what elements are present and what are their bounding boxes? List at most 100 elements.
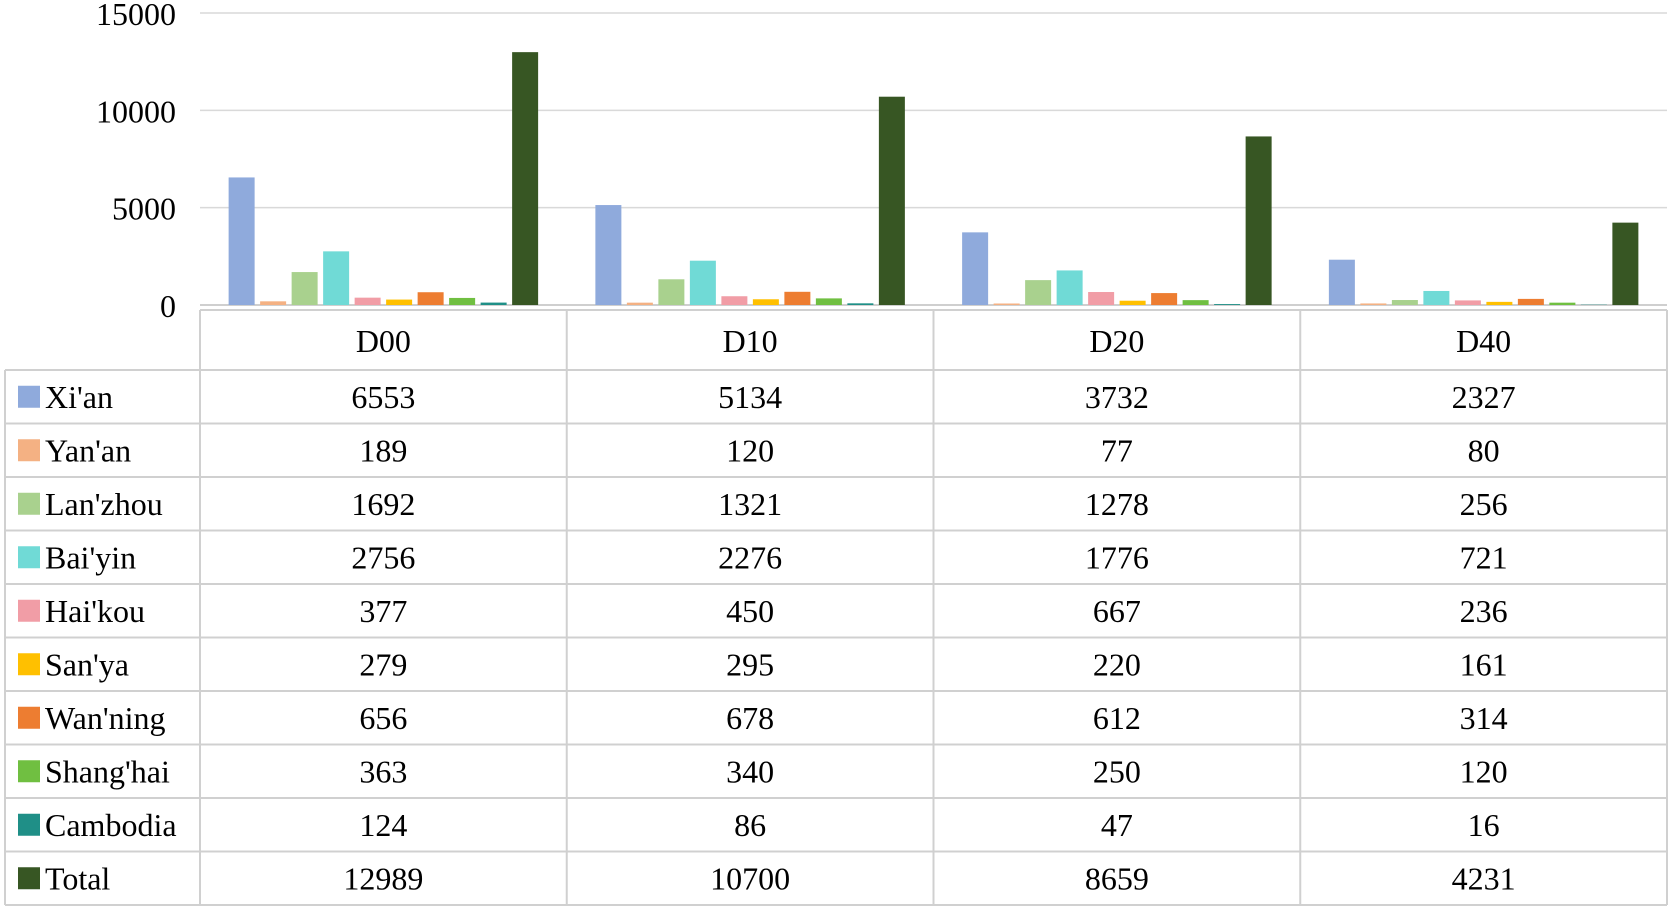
data-value: 77 (1101, 432, 1133, 468)
bar-yan-an-d40 (1360, 303, 1387, 305)
data-value: 16 (1468, 807, 1500, 843)
bar-total-d40 (1612, 222, 1639, 305)
legend-key (18, 813, 40, 836)
series-name: Wan'ning (45, 700, 166, 736)
series-name: Hai'kou (45, 593, 145, 629)
series-name: Shang'hai (45, 753, 170, 789)
data-value: 189 (359, 432, 407, 468)
gridlines (200, 12, 1667, 306)
data-value: 450 (726, 593, 774, 629)
data-value: 120 (726, 432, 774, 468)
bar-yan-an-d00 (260, 301, 287, 305)
bar-total-d20 (1245, 136, 1272, 305)
data-value: 340 (726, 753, 774, 789)
category-label: D00 (356, 323, 411, 359)
data-value: 236 (1460, 593, 1508, 629)
data-value: 161 (1460, 646, 1508, 682)
data-value: 656 (359, 700, 407, 736)
y-tick-label: 5000 (112, 191, 176, 227)
data-value: 678 (726, 700, 774, 736)
data-value: 363 (359, 753, 407, 789)
data-value: 3732 (1085, 379, 1149, 415)
bar-xi-an-d10 (595, 205, 622, 305)
bar-bai-yin-d40 (1423, 290, 1450, 305)
data-value: 1278 (1085, 486, 1149, 522)
data-value: 377 (359, 593, 407, 629)
data-value: 47 (1101, 807, 1133, 843)
series-name: Cambodia (45, 807, 177, 843)
data-value: 2276 (718, 539, 782, 575)
bar-bai-yin-d20 (1056, 270, 1083, 305)
bar-bai-yin-d10 (689, 260, 716, 305)
y-tick-label: 0 (160, 288, 176, 324)
data-value: 120 (1460, 753, 1508, 789)
bars (228, 52, 1639, 306)
bar-san-ya-d00 (386, 299, 413, 305)
series-name: Bai'yin (45, 539, 136, 575)
data-value: 314 (1460, 700, 1508, 736)
legend-key (18, 760, 40, 783)
bar-hai-kou-d20 (1088, 292, 1115, 305)
data-value: 2327 (1452, 379, 1516, 415)
bar-lan-zhou-d40 (1391, 300, 1418, 305)
bar-cambodia-d20 (1214, 304, 1241, 305)
data-value: 4231 (1452, 860, 1516, 896)
bar-hai-kou-d10 (721, 296, 748, 305)
legend-key (18, 653, 40, 676)
bar-bai-yin-d00 (323, 251, 350, 305)
y-tick-label: 10000 (96, 93, 176, 129)
data-value: 124 (359, 807, 407, 843)
bar-shang-hai-d10 (815, 298, 842, 305)
bar-xi-an-d00 (228, 177, 255, 305)
bar-shang-hai-d00 (449, 297, 476, 305)
bar-yan-an-d20 (993, 303, 1020, 305)
data-value: 10700 (710, 860, 790, 896)
data-value: 279 (359, 646, 407, 682)
series-name: San'ya (45, 646, 129, 682)
bar-xi-an-d20 (962, 232, 989, 305)
data-value: 1776 (1085, 539, 1149, 575)
bar-wan-ning-d40 (1517, 298, 1544, 305)
series-name: Total (45, 860, 110, 896)
category-label: D20 (1089, 323, 1144, 359)
data-value: 12989 (343, 860, 423, 896)
bar-lan-zhou-d20 (1025, 280, 1052, 305)
data-value: 80 (1468, 432, 1500, 468)
legend-key (18, 385, 40, 408)
data-value: 612 (1093, 700, 1141, 736)
bar-lan-zhou-d10 (658, 279, 685, 305)
legend-key (18, 546, 40, 569)
bar-total-d10 (878, 96, 905, 305)
data-value: 295 (726, 646, 774, 682)
legend-key (18, 867, 40, 890)
series-name: Lan'zhou (45, 486, 163, 522)
bar-wan-ning-d20 (1151, 293, 1178, 305)
legend-key (18, 439, 40, 462)
bar-wan-ning-d10 (784, 291, 811, 305)
legend-key (18, 599, 40, 622)
series-name: Yan'an (45, 432, 131, 468)
bar-cambodia-d10 (847, 303, 874, 305)
data-value: 5134 (718, 379, 782, 415)
data-value: 1692 (351, 486, 415, 522)
category-label: D10 (723, 323, 778, 359)
bar-san-ya-d20 (1119, 300, 1146, 305)
y-tick-label: 15000 (96, 0, 176, 32)
bar-wan-ning-d00 (417, 292, 444, 305)
data-value: 8659 (1085, 860, 1149, 896)
data-table: D00 D10 D20 D40 Xi'an 6553 5134 3732 2327 Yan'an 1… (4, 309, 1668, 906)
legend-key (18, 706, 40, 729)
bar-lan-zhou-d00 (291, 272, 318, 305)
data-value: 1321 (718, 486, 782, 522)
bar-hai-kou-d40 (1454, 300, 1481, 305)
bar-san-ya-d10 (752, 299, 779, 305)
bar-shang-hai-d40 (1549, 302, 1576, 305)
series-name: Xi'an (45, 379, 113, 415)
bar-san-ya-d40 (1486, 301, 1513, 305)
data-value: 86 (734, 807, 766, 843)
data-value: 667 (1093, 593, 1141, 629)
bar-hai-kou-d00 (354, 297, 381, 305)
data-value: 250 (1093, 753, 1141, 789)
data-value: 6553 (351, 379, 415, 415)
